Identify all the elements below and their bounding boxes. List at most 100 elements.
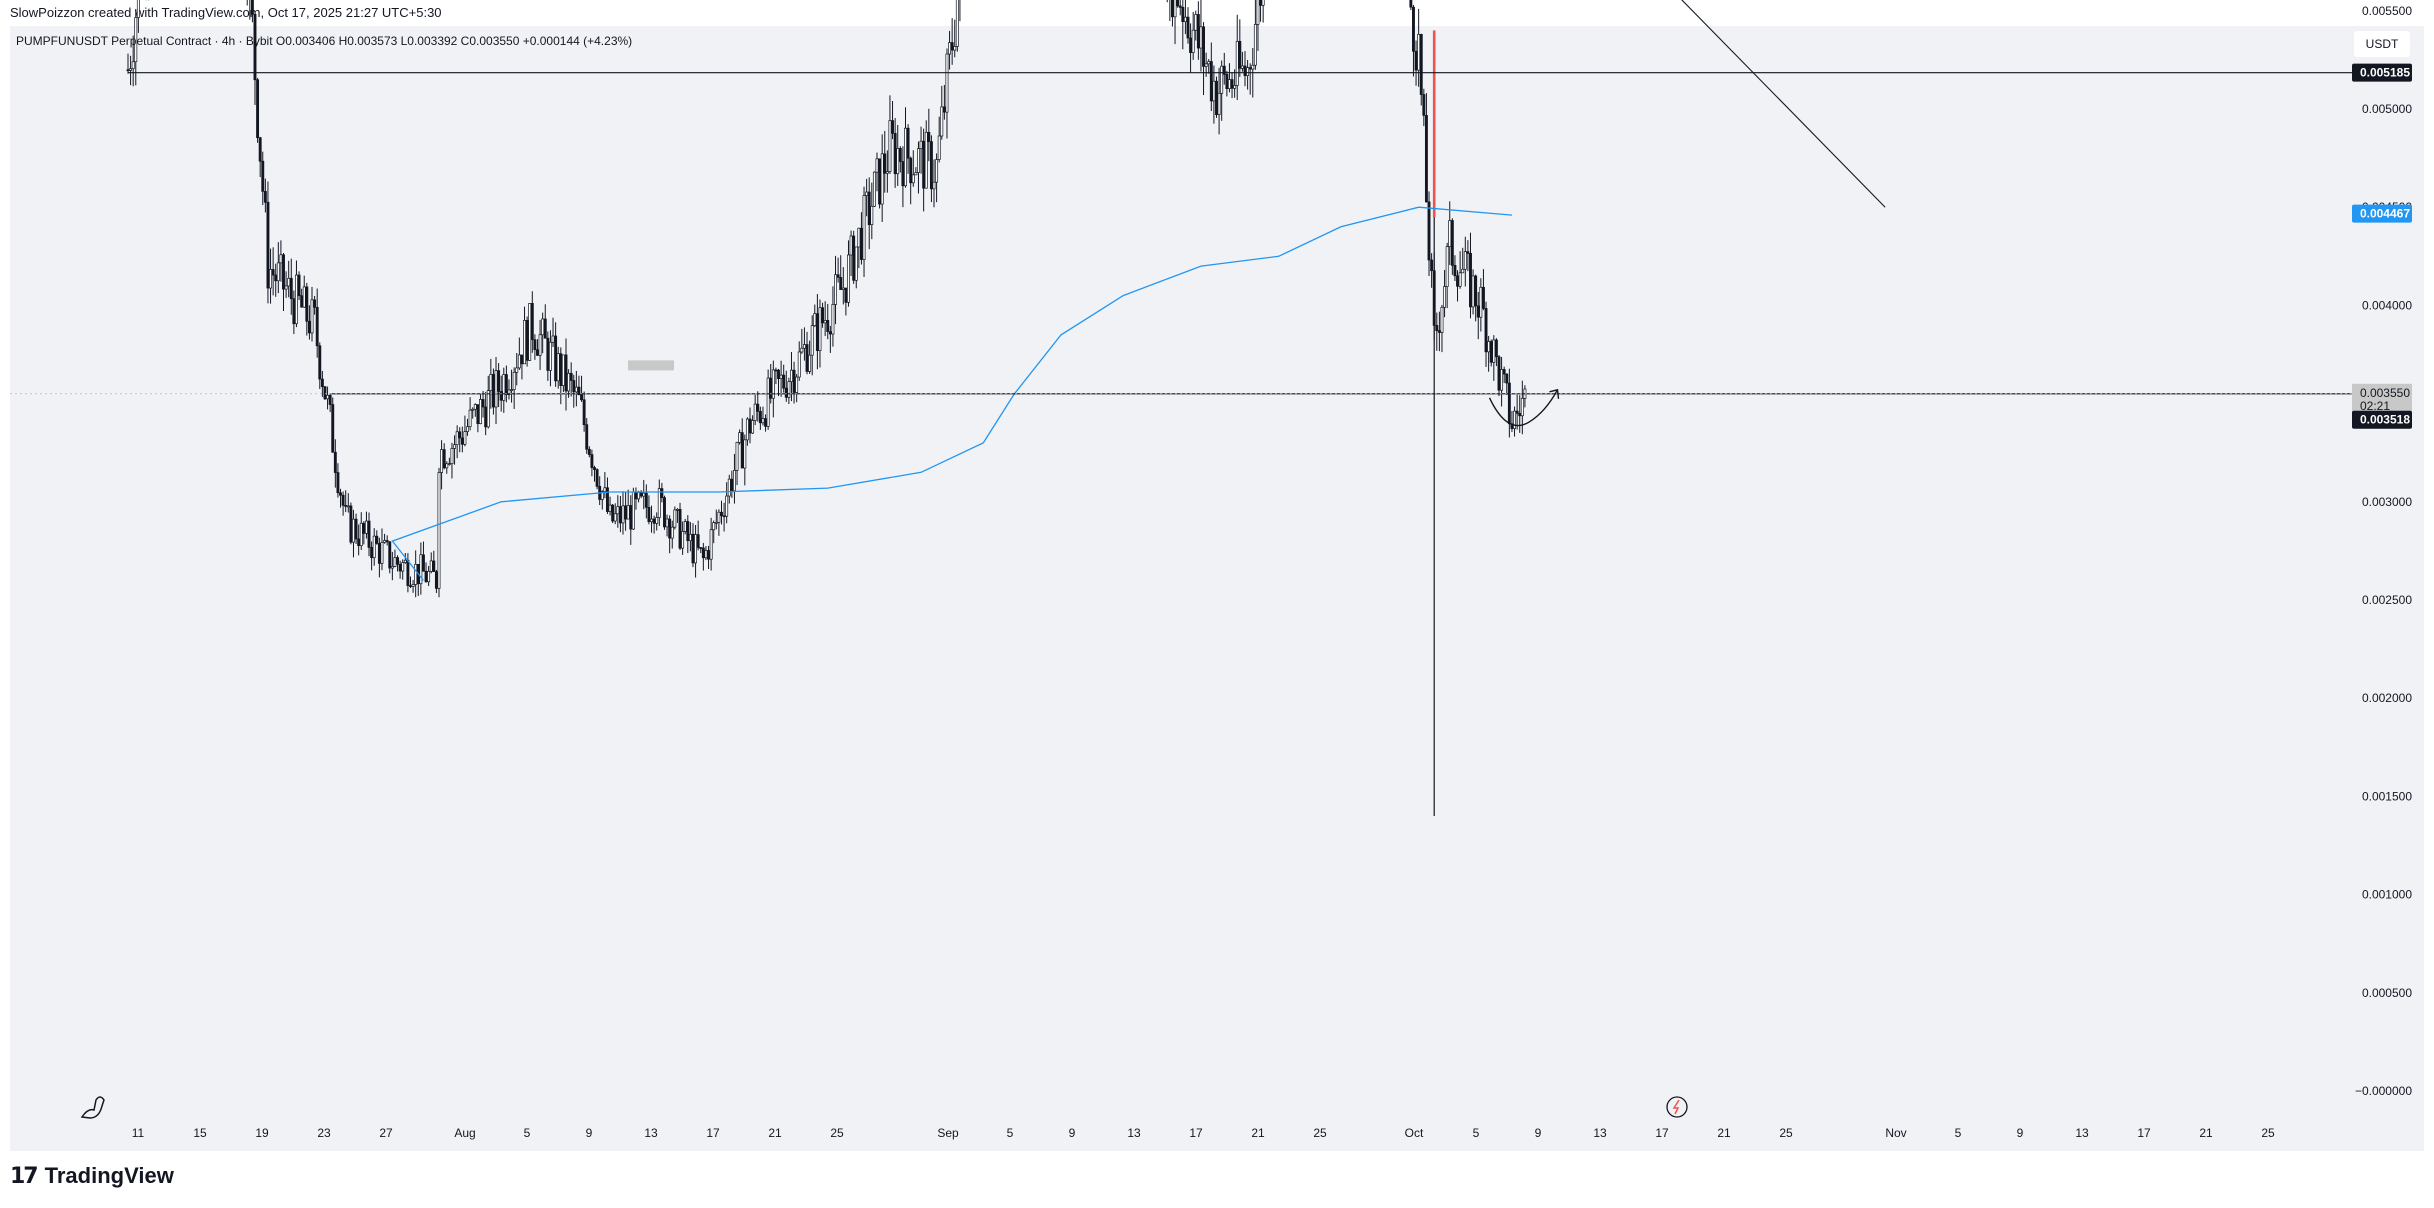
candle-body xyxy=(528,303,532,361)
candle-body xyxy=(385,540,389,543)
candle-body xyxy=(847,254,850,303)
candle-body xyxy=(883,153,887,174)
price-tick-label: 0.004000 xyxy=(2362,298,2412,312)
candle-body xyxy=(276,262,280,282)
candle-body xyxy=(709,529,713,560)
candle-body xyxy=(419,554,423,585)
candlesticks xyxy=(126,0,1527,817)
time-tick-label: 25 xyxy=(830,1126,844,1140)
candle-body xyxy=(440,449,444,473)
candle-body xyxy=(494,370,498,408)
candle-body xyxy=(432,560,436,573)
candle-body xyxy=(808,354,812,372)
candle-body xyxy=(779,374,783,380)
candle-body xyxy=(1246,67,1250,76)
candle-body xyxy=(344,505,348,507)
candle-body xyxy=(1424,115,1428,203)
candle-body xyxy=(1505,373,1509,384)
candle-body xyxy=(800,347,804,353)
candle-body xyxy=(567,372,571,392)
candle-body xyxy=(1207,61,1211,65)
lightning-replay-icon[interactable] xyxy=(1666,1096,1688,1118)
candle-body xyxy=(608,504,612,512)
candle-body xyxy=(297,274,301,297)
time-tick-label: 21 xyxy=(1717,1126,1731,1140)
candle-body xyxy=(515,367,519,373)
candle-body xyxy=(1435,325,1439,332)
candle-body xyxy=(1481,286,1485,309)
time-tick-label: 17 xyxy=(2137,1126,2151,1140)
candle-body xyxy=(738,432,742,443)
candle-body xyxy=(473,404,477,410)
candle-body xyxy=(870,205,874,226)
candle-body xyxy=(476,404,480,425)
candle-body xyxy=(784,387,788,398)
candle-body xyxy=(1170,0,1174,18)
candle-body xyxy=(1466,251,1470,254)
time-tick-label: Oct xyxy=(1405,1126,1424,1140)
candle-body xyxy=(554,335,558,382)
candle-body xyxy=(499,391,503,401)
candle-body xyxy=(927,131,931,142)
chart-area[interactable] xyxy=(10,26,2424,1151)
currency-button[interactable]: USDT xyxy=(2354,31,2410,57)
candle-body xyxy=(665,518,669,528)
candle-body xyxy=(919,140,923,149)
candle-body xyxy=(1199,26,1203,49)
candle-body xyxy=(1487,341,1491,353)
candle-body xyxy=(950,42,954,51)
candle-body xyxy=(1422,94,1426,116)
candle-body xyxy=(593,467,596,470)
candle-body xyxy=(831,304,835,335)
candle-body xyxy=(836,274,840,278)
candle-body xyxy=(577,386,581,395)
tradingview-mark-icon: 17 xyxy=(10,1163,39,1189)
candle-body xyxy=(878,158,882,205)
candle-body xyxy=(377,543,381,564)
candle-body xyxy=(437,472,441,589)
candle-body xyxy=(1240,65,1244,69)
candle-body xyxy=(1443,286,1447,308)
candle-body xyxy=(717,511,721,523)
candle-body xyxy=(1456,275,1459,287)
candle-body xyxy=(802,344,806,349)
candle-body xyxy=(618,506,622,524)
candle-body xyxy=(629,505,633,530)
candle-body xyxy=(559,353,563,386)
tradingview-logo[interactable]: 17 TradingView xyxy=(10,1163,174,1189)
price-tick-label: 0.001500 xyxy=(2362,789,2412,803)
candle-body xyxy=(1253,24,1257,66)
flash-crash-candle xyxy=(1432,30,1436,218)
descending-trendline[interactable] xyxy=(1014,0,1886,208)
candle-body xyxy=(859,227,863,260)
candle-body xyxy=(904,127,907,187)
time-tick-label: 17 xyxy=(706,1126,720,1140)
candle-body xyxy=(1476,305,1480,318)
candle-body xyxy=(372,535,376,559)
candle-body xyxy=(1445,246,1449,287)
candle-body xyxy=(409,585,412,587)
candle-body xyxy=(810,325,814,356)
candle-body xyxy=(714,521,718,524)
candle-body xyxy=(805,344,809,372)
candle-body xyxy=(732,470,736,492)
candle-body xyxy=(660,488,664,498)
candle-body xyxy=(136,0,140,18)
price-axis: 0.0100000.0095000.0090000.0085000.008000… xyxy=(2355,4,2412,1098)
time-tick-label: 21 xyxy=(1251,1126,1265,1140)
moving-average-line xyxy=(391,206,1513,581)
candle-body xyxy=(447,463,451,465)
candle-body xyxy=(637,492,641,500)
candle-body xyxy=(414,563,418,585)
bottom-arc-drawing[interactable] xyxy=(1488,389,1559,427)
price-tick-label: −0.000000 xyxy=(2355,1084,2412,1098)
candle-body xyxy=(670,526,674,539)
candle-body xyxy=(1233,85,1237,89)
candle-body xyxy=(341,494,345,506)
candle-body xyxy=(792,369,796,393)
candle-body xyxy=(460,437,464,445)
candle-body xyxy=(572,380,576,393)
candle-body xyxy=(1492,339,1496,363)
candle-body xyxy=(442,449,446,469)
